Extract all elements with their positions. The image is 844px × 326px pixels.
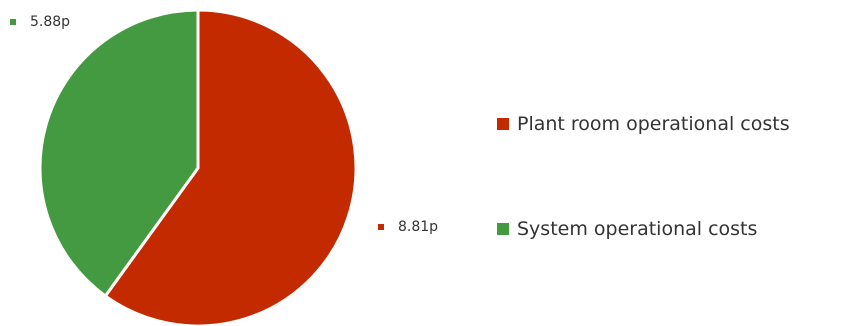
- legend-label-system: System operational costs: [517, 218, 758, 240]
- data-label-plant-room-marker: [378, 224, 384, 230]
- data-label-system-marker: [10, 19, 16, 25]
- legend-swatch-system: [497, 223, 509, 235]
- data-label-system-value: 5.88p: [30, 14, 71, 30]
- legend-label-plant-room: Plant room operational costs: [517, 113, 790, 135]
- legend-item-system[interactable]: System operational costs: [497, 218, 757, 240]
- data-label-system: 5.88p: [10, 14, 70, 30]
- pie-slice-plant-room[interactable]: [103, 8, 358, 326]
- legend-item-plant-room[interactable]: Plant room operational costs: [497, 113, 790, 135]
- pie-slice-system[interactable]: [38, 8, 200, 298]
- data-label-plant-room-value: 8.81p: [398, 219, 439, 235]
- data-label-plant-room: 8.81p: [378, 219, 438, 235]
- legend-swatch-plant-room: [497, 118, 509, 130]
